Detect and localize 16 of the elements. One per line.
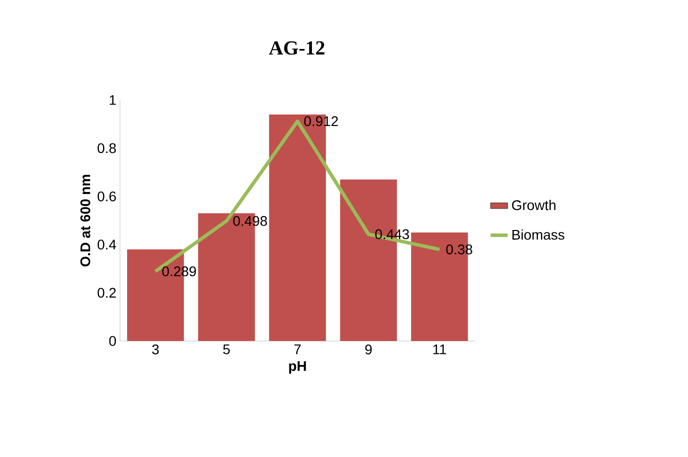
y-tick-label: 0 (109, 336, 116, 346)
legend-label: Growth (512, 200, 556, 210)
y-tick-label: 0.4 (98, 240, 116, 250)
y-tick-label: 1 (110, 95, 116, 105)
legend-label: Biomass (512, 229, 564, 240)
y-tick-label: 0.6 (98, 191, 116, 202)
y-tick-label: 0.2 (98, 288, 116, 298)
y-tick-label: 0.8 (98, 143, 116, 154)
x-axis-title: pH (289, 361, 306, 374)
x-tick-label: 7 (294, 344, 301, 354)
x-tick-label: 5 (223, 344, 230, 354)
x-tick-label: 9 (365, 344, 372, 354)
x-tick-label: 3 (152, 344, 159, 354)
y-axis-title: O.D at 600 nm (80, 174, 90, 266)
chart-title: AG-12 (268, 41, 324, 55)
x-tick-label: 11 (433, 344, 446, 354)
